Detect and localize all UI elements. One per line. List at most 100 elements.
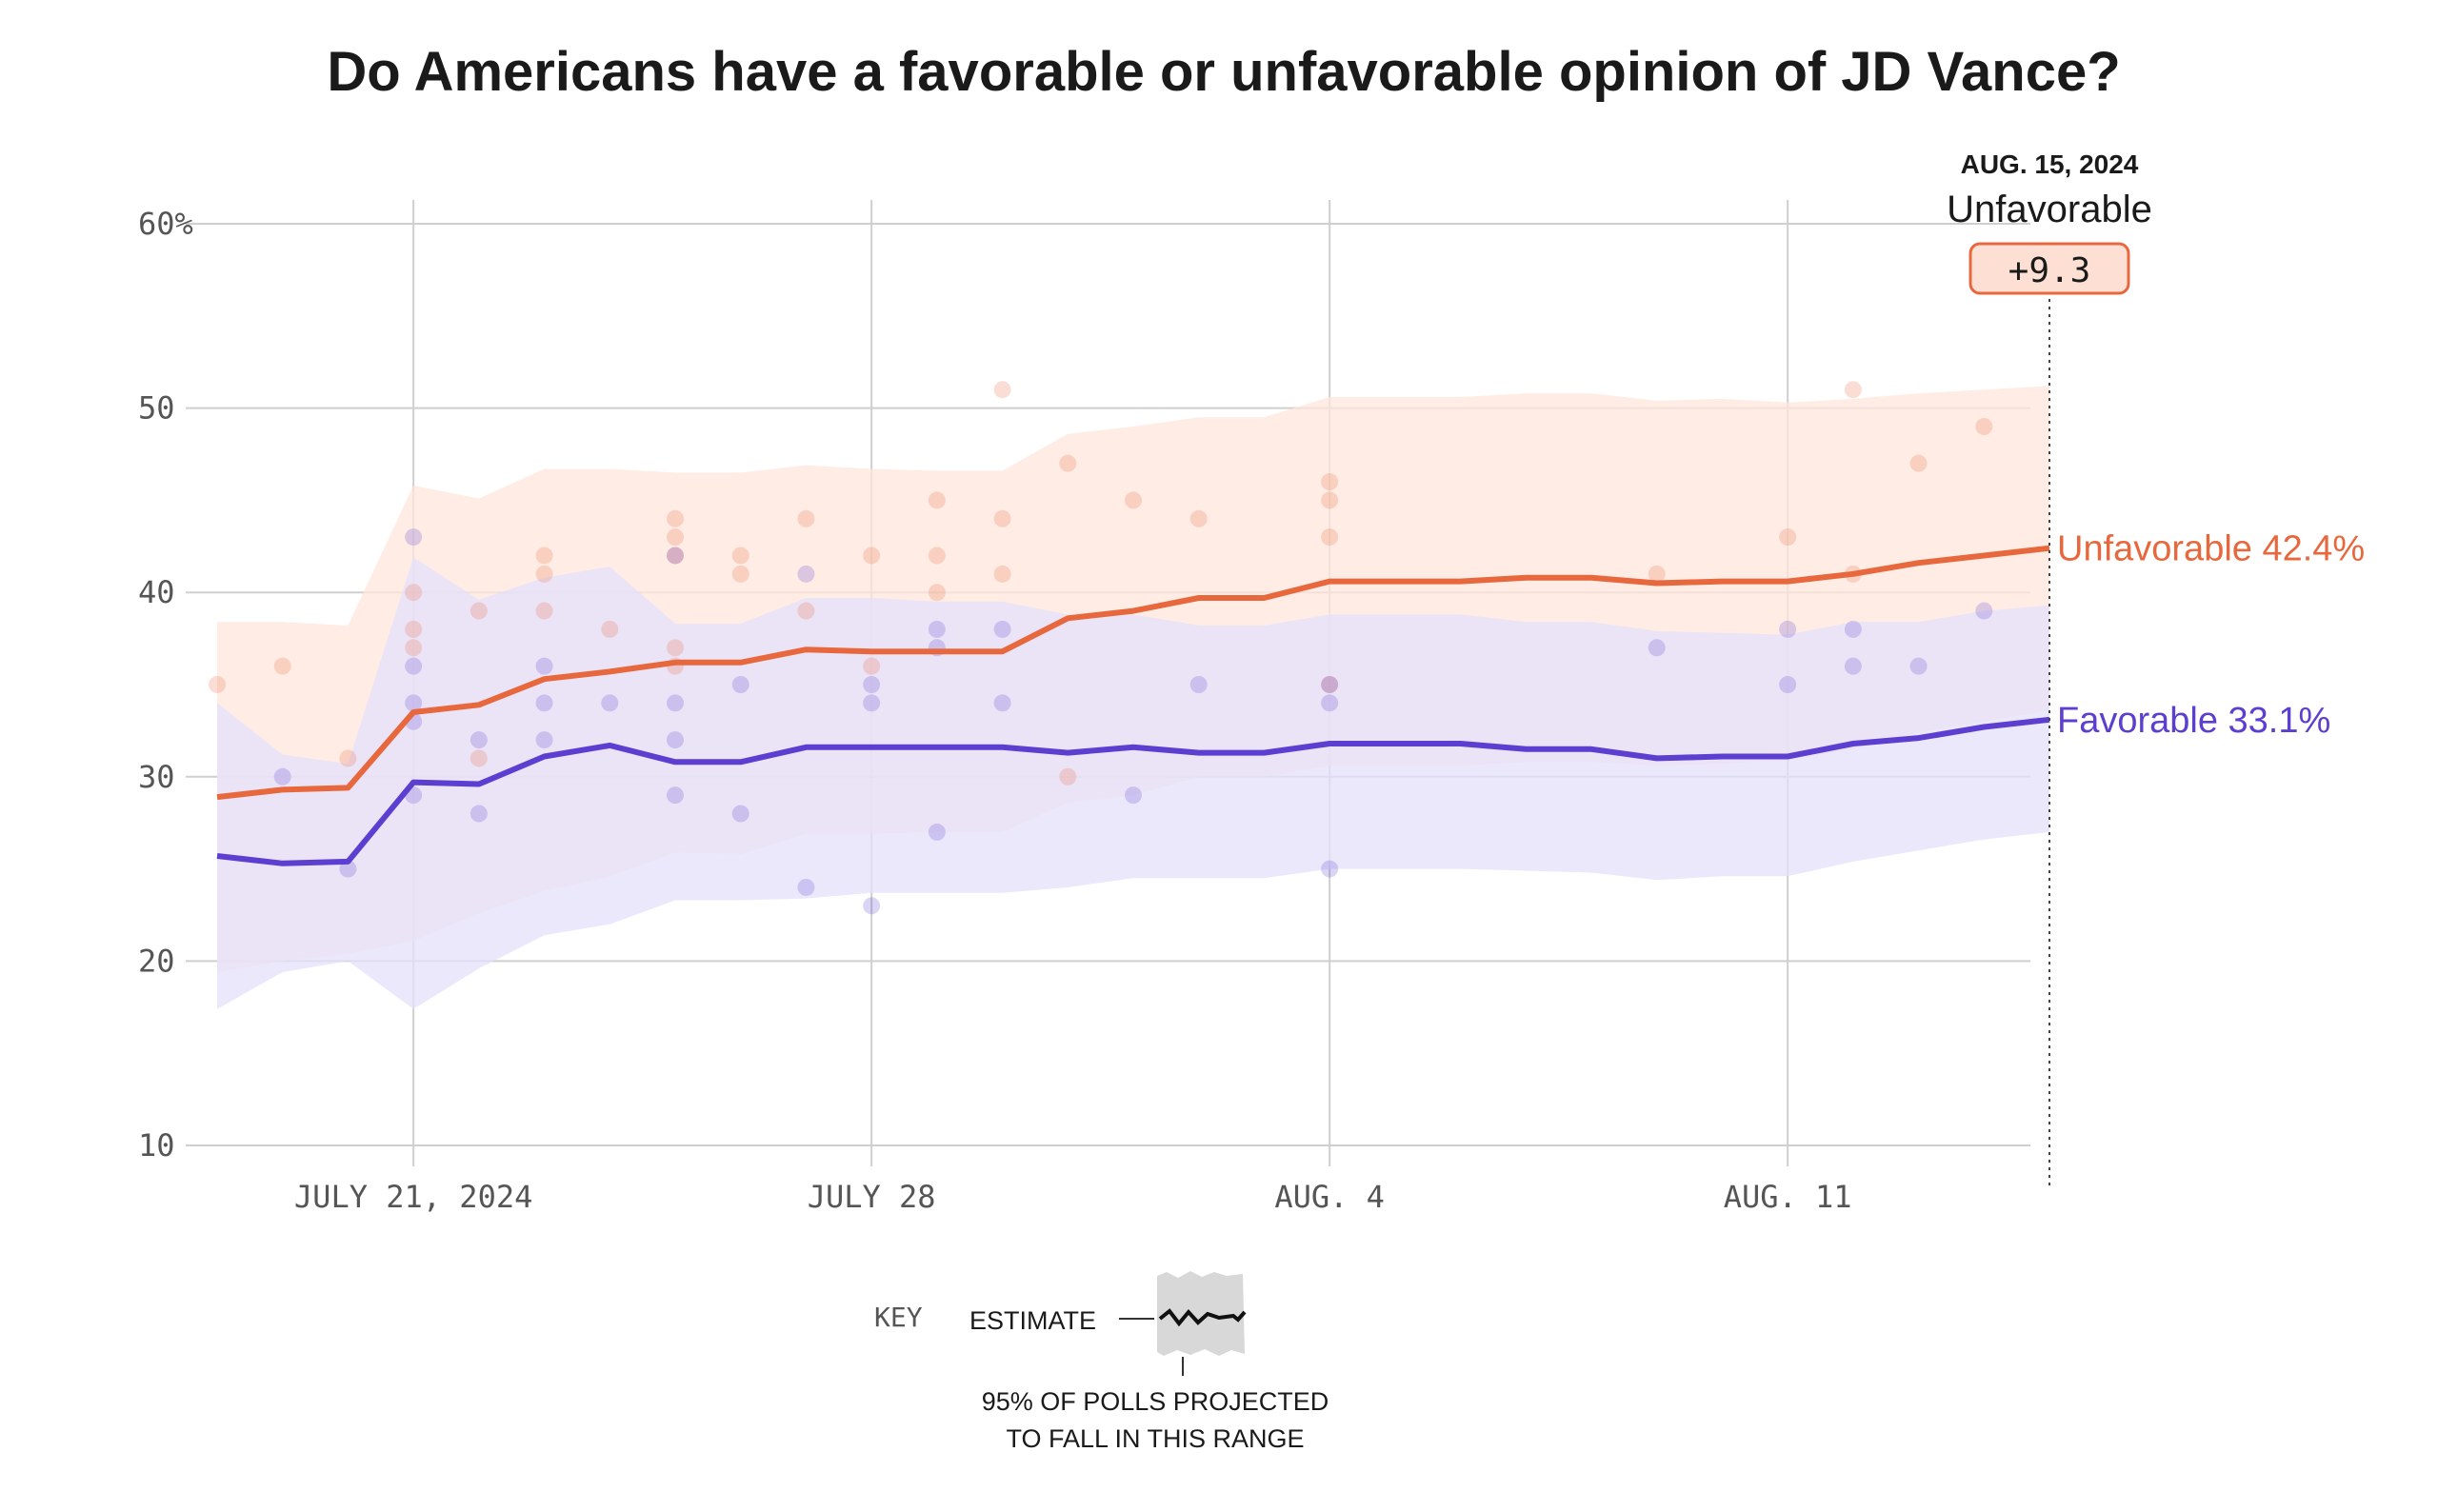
poll-dot-favorable: [863, 897, 881, 915]
poll-dot-favorable: [535, 694, 553, 712]
poll-dot-unfavorable: [797, 509, 815, 527]
y-tick-label: 40: [138, 574, 175, 610]
poll-dot-favorable: [1125, 786, 1142, 805]
poll-dot-unfavorable: [731, 547, 749, 565]
poll-dot-unfavorable: [993, 381, 1011, 399]
poll-dot-unfavorable: [928, 584, 946, 602]
poll-dots: [209, 381, 1993, 915]
poll-dot-unfavorable: [667, 509, 684, 527]
poll-dot-unfavorable: [667, 547, 684, 565]
annotation-label: Unfavorable: [1947, 189, 2152, 230]
poll-dot-favorable: [797, 565, 815, 583]
poll-dot-favorable: [1975, 602, 1993, 620]
poll-dot-favorable: [273, 767, 291, 786]
key-range-line1: 95% OF POLLS PROJECTED: [982, 1387, 1329, 1416]
poll-dot-favorable: [928, 620, 946, 638]
poll-dot-unfavorable: [470, 602, 488, 620]
poll-dot-favorable: [797, 878, 815, 896]
poll-dot-unfavorable: [405, 620, 423, 638]
key-estimate-label: ESTIMATE: [969, 1306, 1096, 1335]
poll-dot-favorable: [405, 657, 423, 675]
poll-dot-unfavorable: [993, 509, 1011, 527]
poll-dot-favorable: [731, 805, 749, 823]
estimate-lines: [216, 545, 2050, 866]
poll-dot-favorable: [667, 694, 684, 712]
poll-dot-favorable: [993, 620, 1011, 638]
poll-dot-favorable: [667, 731, 684, 749]
poll-dot-unfavorable: [1975, 417, 1993, 435]
poll-dot-unfavorable: [535, 547, 553, 565]
poll-dot-unfavorable: [535, 602, 553, 620]
poll-dot-unfavorable: [1321, 528, 1339, 547]
poll-dot-favorable: [1648, 639, 1666, 657]
y-tick-label: 30: [138, 759, 175, 795]
poll-dot-favorable: [1779, 676, 1797, 693]
poll-dot-favorable: [993, 694, 1011, 712]
poll-dot-favorable: [1321, 694, 1339, 712]
date-annotation: AUG. 15, 2024 Unfavorable +9.3: [1947, 149, 2152, 1185]
poll-dot-favorable: [535, 657, 553, 675]
annotation-value: +9.3: [2008, 251, 2091, 290]
poll-dot-favorable: [863, 676, 881, 693]
poll-dot-unfavorable: [993, 565, 1011, 583]
poll-dot-favorable: [667, 547, 684, 565]
poll-dot-unfavorable: [863, 657, 881, 675]
key-estimate-line: [1158, 1308, 1247, 1327]
x-tick-label: JULY 21, 2024: [294, 1179, 532, 1215]
end-label-favorable: Favorable 33.1%: [2057, 701, 2330, 741]
estimate-line-favorable: [216, 716, 2050, 866]
poll-dot-favorable: [1321, 860, 1339, 878]
poll-dot-favorable: [667, 786, 684, 805]
poll-dot-favorable: [535, 731, 553, 749]
y-tick-label: 50: [138, 390, 175, 427]
poll-dot-favorable: [1321, 676, 1339, 693]
poll-dot-favorable: [863, 694, 881, 712]
poll-dot-favorable: [1189, 676, 1208, 693]
annotation-value-box: [1968, 242, 2130, 295]
end-labels: Unfavorable 42.4% Favorable 33.1%: [2057, 529, 2365, 741]
poll-dot-favorable: [928, 823, 946, 841]
y-tick-label: 60%: [138, 206, 193, 242]
poll-dot-unfavorable: [1321, 473, 1339, 491]
poll-dot-unfavorable: [339, 749, 357, 767]
poll-dot-unfavorable: [405, 639, 423, 657]
chart-key: KEY ESTIMATE 95% OF POLLS PROJECTED TO F…: [874, 1271, 1329, 1453]
poll-dot-unfavorable: [667, 528, 684, 547]
annotation-date: AUG. 15, 2024: [1961, 149, 2139, 179]
poll-dot-favorable: [339, 860, 357, 878]
poll-dot-unfavorable: [470, 749, 488, 767]
poll-dot-favorable: [405, 528, 423, 547]
x-axis-ticks: JULY 21, 2024 JULY 28 AUG. 4 AUG. 11: [294, 1179, 1852, 1215]
poll-dot-unfavorable: [667, 639, 684, 657]
poll-dot-unfavorable: [1059, 767, 1077, 786]
key-range-band: [1157, 1271, 1245, 1356]
poll-dot-unfavorable: [535, 565, 553, 583]
poll-dot-unfavorable: [1321, 676, 1339, 693]
key-range-line2: TO FALL IN THIS RANGE: [1006, 1424, 1304, 1453]
estimate-line-unfavorable: [216, 545, 2050, 801]
poll-dot-unfavorable: [273, 657, 291, 675]
y-tick-label: 20: [138, 943, 175, 979]
poll-dot-unfavorable: [1844, 381, 1862, 399]
band-favorable: [217, 557, 2049, 1009]
poll-dot-favorable: [731, 676, 749, 693]
poll-dot-favorable: [1909, 657, 1928, 675]
poll-dot-favorable: [601, 694, 619, 712]
x-tick-label: AUG. 4: [1274, 1179, 1385, 1215]
poll-dot-favorable: [1844, 620, 1862, 638]
y-axis-ticks: 60% 50 40 30 20 10: [138, 206, 193, 1164]
y-tick-label: 10: [138, 1127, 175, 1164]
poll-dot-unfavorable: [1059, 454, 1077, 472]
poll-dot-unfavorable: [731, 565, 749, 583]
poll-dot-unfavorable: [797, 602, 815, 620]
poll-dot-favorable: [405, 694, 423, 712]
poll-dot-unfavorable: [1648, 565, 1666, 583]
x-tick-label: AUG. 11: [1724, 1179, 1852, 1215]
x-tick-label: JULY 28: [808, 1179, 936, 1215]
poll-dot-unfavorable: [1321, 491, 1339, 509]
poll-dot-favorable: [470, 805, 488, 823]
end-label-unfavorable: Unfavorable 42.4%: [2057, 529, 2365, 569]
poll-dot-unfavorable: [1779, 528, 1797, 547]
key-title: KEY: [874, 1302, 923, 1333]
